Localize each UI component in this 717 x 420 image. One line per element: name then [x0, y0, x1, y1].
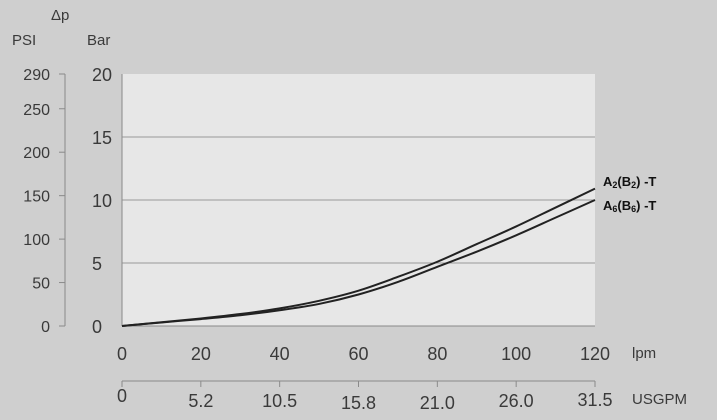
bar-tick-label: 15: [92, 128, 112, 148]
lpm-tick-label: 20: [191, 344, 211, 364]
series-label: A2(B2) -T: [603, 174, 656, 190]
usgpm-tick-label: 0: [117, 386, 127, 406]
psi-tick-label: 150: [23, 189, 50, 206]
bar-tick-label: 10: [92, 191, 112, 211]
delta-p-label: Δp: [51, 7, 69, 24]
usgpm-tick-label: 26.0: [499, 391, 534, 411]
psi-axis-label: PSI: [12, 32, 36, 49]
bar-tick-label: 0: [92, 317, 102, 337]
psi-tick-label: 0: [41, 319, 50, 336]
lpm-tick-label: 100: [501, 344, 531, 364]
usgpm-tick-label: 10.5: [262, 391, 297, 411]
usgpm-tick-label: 15.8: [341, 393, 376, 413]
lpm-tick-label: 120: [580, 344, 610, 364]
lpm-tick-label: 0: [117, 344, 127, 364]
psi-tick-label: 200: [23, 145, 50, 162]
psi-tick-label: 100: [23, 232, 50, 249]
psi-tick-label: 290: [23, 67, 50, 84]
psi-tick-label: 50: [32, 276, 50, 293]
lpm-tick-label: 60: [348, 344, 368, 364]
bar-tick-label: 5: [92, 254, 102, 274]
series-line: [121, 199, 596, 327]
lpm-tick-label: 40: [270, 344, 290, 364]
usgpm-tick-label: 21.0: [420, 393, 455, 413]
usgpm-axis-label: USGPM: [632, 391, 687, 408]
lpm-axis-label: lpm: [632, 345, 656, 362]
bar-axis-label: Bar: [87, 32, 110, 49]
psi-tick-label: 250: [23, 102, 50, 119]
usgpm-tick-label: 31.5: [577, 390, 612, 410]
lpm-tick-label: 80: [427, 344, 447, 364]
series-label: A6(B6) -T: [603, 198, 656, 214]
usgpm-tick-label: 5.2: [188, 391, 213, 411]
bar-tick-label: 20: [92, 65, 112, 85]
